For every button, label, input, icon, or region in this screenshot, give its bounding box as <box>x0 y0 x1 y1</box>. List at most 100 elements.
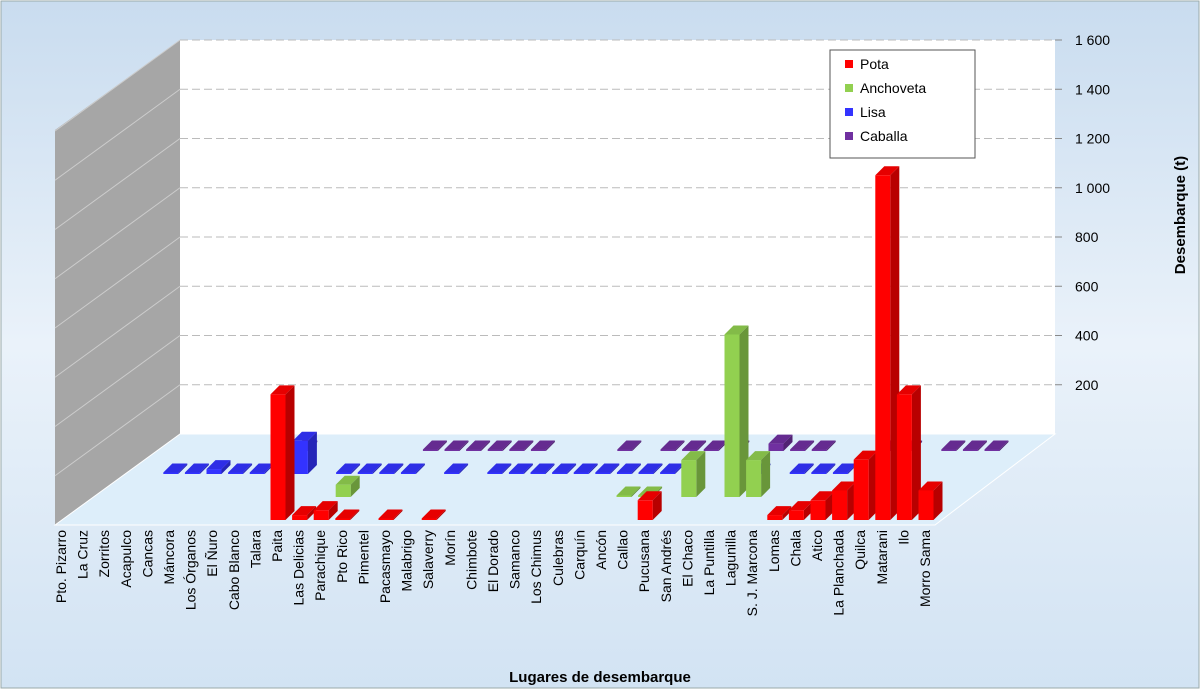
bar-side <box>545 440 555 451</box>
bar-front <box>984 449 1000 451</box>
x-tick-label: S. J. Marcona <box>744 530 760 617</box>
x-tick-label: Cancas <box>139 530 155 577</box>
bar-front <box>790 449 806 451</box>
bar-side <box>502 440 512 451</box>
bar-side <box>652 491 662 520</box>
bar-side <box>243 463 253 474</box>
bar-front <box>335 484 351 497</box>
x-tick-label: Malabrigo <box>399 530 415 592</box>
x-tick-label: El Ñuro <box>204 530 220 577</box>
bar <box>789 463 814 474</box>
legend-swatch <box>845 108 853 116</box>
grid-line <box>54 138 181 230</box>
bar-top <box>552 463 577 473</box>
bar <box>206 460 231 474</box>
bar-side <box>999 440 1009 451</box>
bar-side <box>739 325 749 497</box>
bar-side <box>459 463 469 474</box>
bar-side <box>481 440 491 451</box>
bar-side <box>782 506 792 520</box>
bar-top <box>335 509 360 519</box>
bar-top <box>249 463 274 473</box>
bar-top <box>768 434 793 444</box>
bar-side <box>502 463 512 474</box>
x-tick-label: Zorritos <box>96 530 112 577</box>
bar-top <box>853 450 878 460</box>
bar-top <box>896 385 921 395</box>
x-tick-label: Los Órganos <box>183 530 199 610</box>
bar-top <box>487 463 512 473</box>
bar <box>228 463 253 474</box>
bar-top <box>638 486 663 496</box>
bar-front <box>660 472 676 474</box>
bar-top <box>400 463 425 473</box>
bar-side <box>545 463 555 474</box>
bar-front <box>875 175 891 520</box>
bar <box>746 451 771 497</box>
bar-top <box>378 509 403 519</box>
x-tick-label: Salaverry <box>420 530 436 589</box>
bar-front <box>767 515 783 520</box>
bar <box>595 463 620 474</box>
bar-front <box>228 472 244 474</box>
bar <box>573 463 598 474</box>
bar-side <box>805 440 815 451</box>
bar-top <box>292 506 317 516</box>
x-tick-label: Morín <box>442 530 458 566</box>
bar-front <box>249 472 265 474</box>
bar-top <box>810 491 835 501</box>
bar-front <box>810 500 826 520</box>
bar <box>832 481 857 520</box>
legend-swatch <box>845 84 853 92</box>
bar-front <box>746 460 762 497</box>
bar-top <box>421 509 446 519</box>
bar-side <box>610 463 620 474</box>
bar-top <box>660 440 685 450</box>
bar-top <box>530 463 555 473</box>
legend <box>829 49 976 159</box>
bar <box>660 440 685 451</box>
bar-side <box>437 440 447 451</box>
bar-side <box>697 440 707 451</box>
bar-side <box>696 451 706 497</box>
bar-side <box>394 463 404 474</box>
bar <box>768 434 793 451</box>
x-tick-label: San Andrés <box>658 530 674 602</box>
bar <box>724 325 749 497</box>
bar-front <box>335 518 351 520</box>
x-tick-label: Samanco <box>507 530 523 589</box>
bar-top <box>703 440 728 450</box>
bar-top <box>832 481 857 491</box>
bar <box>313 501 338 520</box>
bar-top <box>788 501 813 511</box>
bar-front <box>941 449 957 451</box>
bar-front <box>832 472 848 474</box>
x-tick-label: Pimentel <box>355 530 371 584</box>
x-tick-label: Cabo Blanco <box>226 530 242 610</box>
bar-top <box>228 463 253 473</box>
bar-front <box>811 472 827 474</box>
bar-side <box>307 431 317 474</box>
bar-top <box>335 475 360 485</box>
x-tick-label: Lagunilla <box>723 530 739 586</box>
bar-front <box>616 472 632 474</box>
bar-top <box>767 506 792 516</box>
x-tick-label: Las Delicias <box>291 530 307 605</box>
bar-front <box>660 449 676 451</box>
x-tick-label: Pucusana <box>636 530 652 592</box>
bar <box>811 440 836 451</box>
bar-side <box>393 509 403 520</box>
bar-top <box>811 463 836 473</box>
x-tick-label: Talara <box>247 530 263 568</box>
legend-label: Lisa <box>860 104 886 120</box>
legend-label: Anchoveta <box>860 80 926 96</box>
bar-side <box>911 385 921 520</box>
grid-line <box>54 187 181 280</box>
bar-front <box>638 472 654 474</box>
bar-front <box>313 510 329 520</box>
bar-side <box>199 463 209 474</box>
bar-top <box>530 440 555 450</box>
bar-side <box>632 440 642 451</box>
x-tick-label: Pto Rico <box>334 530 350 583</box>
bar-front <box>617 449 633 451</box>
